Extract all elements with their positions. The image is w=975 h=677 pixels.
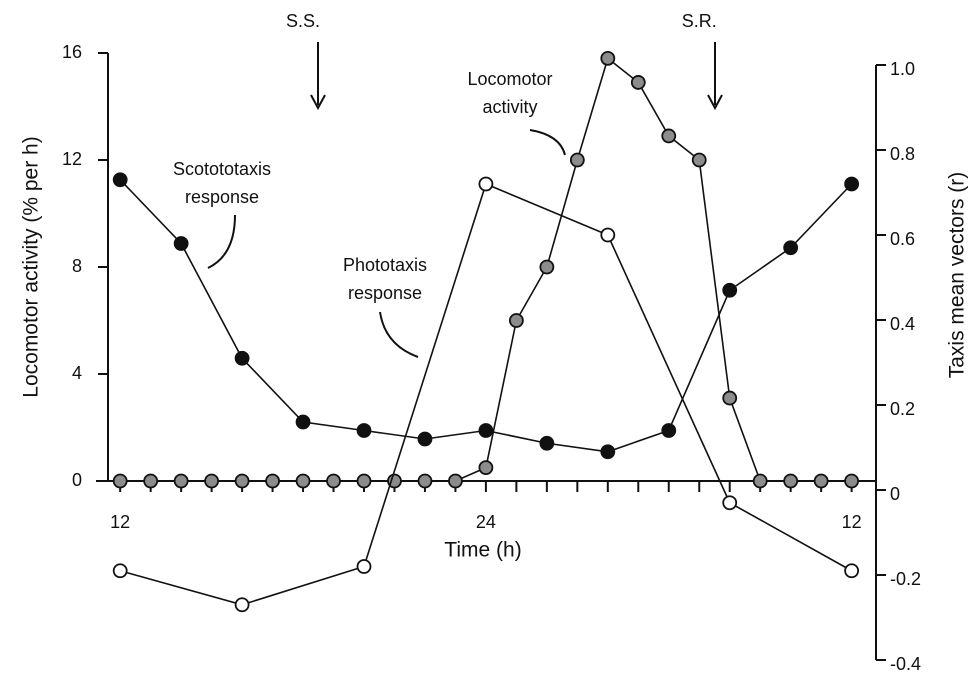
data-point [478,460,494,476]
data-point [722,495,738,511]
y2-tick-label: 0 [890,484,900,504]
y2-tick-label: -0.4 [890,654,921,672]
data-point [265,473,280,489]
data-point [752,473,768,489]
data-point [539,435,555,451]
data-point [478,176,494,192]
y2-tick-label: 0.6 [890,229,915,249]
data-point [661,423,677,438]
data-point [448,473,463,489]
data-point [143,473,159,489]
data-point [112,473,128,489]
data-point [234,350,250,366]
data-point [112,172,128,188]
data-point [722,390,738,406]
data-point [234,597,250,613]
data-point [844,473,860,489]
data-point [417,473,433,489]
annotation: S.S. [286,11,320,31]
data-point [112,563,128,579]
data-point [844,563,860,579]
data-point [691,152,707,168]
data-point [722,282,738,298]
series-line [120,56,852,482]
data-point [326,473,341,489]
annotation: Phototaxis [343,255,427,275]
annotation: Locomotor [467,69,552,89]
data-point [600,50,616,66]
data-point [783,473,799,489]
annotation: response [348,283,422,303]
series-line [119,179,853,453]
data-point [295,414,311,430]
data-point [387,473,402,489]
data-point [813,473,829,489]
data-point [356,473,372,489]
data-point [234,473,250,489]
data-point [783,240,799,256]
y-tick-label: 8 [72,256,82,276]
y2-tick-label: 0.2 [890,399,915,419]
y2-tick-label: -0.2 [890,569,921,589]
y2-tick-label: 0.4 [890,314,915,334]
y-axis-label: Locomotor activity (% per h) [20,136,43,397]
x-axis-label: Time (h) [444,539,521,562]
data-point [173,236,189,251]
annotation: Scotototaxis [173,159,271,179]
x-tick-label: 24 [476,512,496,532]
y2-tick-label: 0.8 [890,144,915,164]
data-point [508,313,524,328]
x-tick-label: 12 [842,512,862,532]
data-point [569,152,585,168]
annotation-arrows [207,42,723,358]
y-tick-label: 4 [72,363,82,383]
data-point [204,473,220,489]
annotation: S.R. [682,11,717,31]
data-point [539,259,555,275]
annotation: activity [482,97,537,117]
data-point [417,431,433,447]
y2-tick-label: 1.0 [890,59,915,79]
annotation: response [185,187,259,207]
data-point [295,473,311,489]
y-tick-label: 12 [62,149,82,169]
data-point [356,423,372,438]
y-tick-label: 16 [62,42,82,62]
data-point [600,444,616,460]
x-tick-label: 12 [110,512,130,532]
data-point [356,559,372,574]
data-point [478,423,494,438]
data-point [600,227,616,243]
data-point [844,176,860,192]
data-point [173,473,189,489]
data-point [630,75,646,90]
data-point [661,128,677,144]
y-tick-label: 0 [72,470,82,490]
y2-axis-label: Taxis mean vectors (r) [946,172,969,379]
